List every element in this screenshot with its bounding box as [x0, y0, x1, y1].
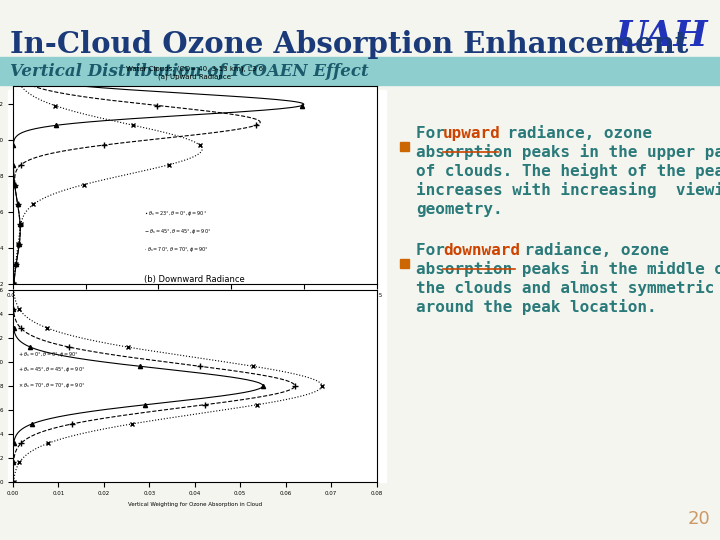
Text: upward: upward: [443, 126, 500, 141]
Text: Vertical Distribution of ICOAEN Effect: Vertical Distribution of ICOAEN Effect: [10, 63, 369, 79]
Text: radiance, ozone: radiance, ozone: [498, 126, 652, 141]
Text: $-$ $\theta_s=45°, \theta=45°, \phi=90°$: $-$ $\theta_s=45°, \theta=45°, \phi=90°$: [144, 227, 211, 237]
Text: 20: 20: [688, 510, 710, 528]
X-axis label: Vertical Weighting for Ozone Absorption in Cloud: Vertical Weighting for Ozone Absorption …: [127, 304, 262, 309]
Text: $\bullet$ $\theta_s=23°, \theta=0°, \phi=90°$: $\bullet$ $\theta_s=23°, \theta=0°, \phi…: [144, 210, 207, 218]
Text: For: For: [416, 126, 454, 141]
Text: absorption peaks in the middle of: absorption peaks in the middle of: [416, 261, 720, 277]
Text: $\cdot$ $\theta_s=70°, \theta=70°, \phi=90°$: $\cdot$ $\theta_s=70°, \theta=70°, \phi=…: [144, 245, 209, 254]
Text: geometry.: geometry.: [416, 202, 503, 217]
Text: around the peak location.: around the peak location.: [416, 299, 657, 315]
Text: In-Cloud Ozone Absorption Enhancement: In-Cloud Ozone Absorption Enhancement: [10, 30, 688, 59]
Text: $+$ $\theta_s=0°, \theta=0°, \phi=90°$: $+$ $\theta_s=0°, \theta=0°, \phi=90°$: [17, 350, 78, 359]
Text: absorption peaks in the upper part: absorption peaks in the upper part: [416, 144, 720, 160]
Text: downward: downward: [443, 243, 520, 258]
Text: of clouds. The height of the peak: of clouds. The height of the peak: [416, 163, 720, 179]
Bar: [0, 57, 720, 85]
Text: $+$ $\theta_s=45°, \theta=45°, \phi=90°$: $+$ $\theta_s=45°, \theta=45°, \phi=90°$: [17, 366, 85, 374]
Bar: [400, 259, 409, 268]
Text: UAH: UAH: [616, 18, 708, 52]
Title: Water Clouds, (OD= 40, 3-13 km), L3 6
(a) Upward Radiance: Water Clouds, (OD= 40, 3-13 km), L3 6 (a…: [126, 65, 264, 79]
Text: $\times$ $\theta_s=70°, \theta=70°, \phi=90°$: $\times$ $\theta_s=70°, \theta=70°, \phi…: [17, 381, 85, 390]
Text: the clouds and almost symmetric: the clouds and almost symmetric: [416, 280, 714, 296]
Title: (b) Downward Radiance: (b) Downward Radiance: [145, 275, 245, 284]
Text: radiance, ozone: radiance, ozone: [515, 243, 669, 258]
Bar: [8, 90, 386, 482]
Text: For: For: [416, 243, 454, 258]
Text: increases with increasing  viewing: increases with increasing viewing: [416, 182, 720, 198]
Bar: [400, 142, 409, 151]
X-axis label: Vertical Weighting for Ozone Absorption in Cloud: Vertical Weighting for Ozone Absorption …: [127, 502, 262, 507]
